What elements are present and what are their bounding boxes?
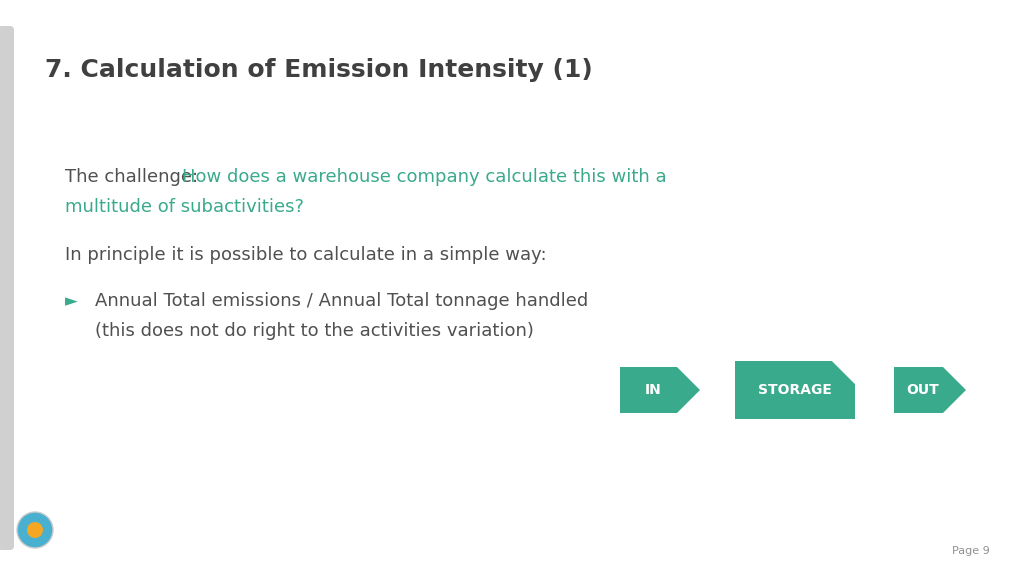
Circle shape [27,522,43,538]
Text: Annual Total emissions / Annual Total tonnage handled: Annual Total emissions / Annual Total to… [95,292,588,310]
Text: In principle it is possible to calculate in a simple way:: In principle it is possible to calculate… [65,246,547,264]
Text: (this does not do right to the activities variation): (this does not do right to the activitie… [95,322,534,340]
Circle shape [17,512,53,548]
Text: ►: ► [65,292,78,310]
Text: 7. Calculation of Emission Intensity (1): 7. Calculation of Emission Intensity (1) [45,58,593,82]
Polygon shape [735,361,855,419]
Text: Page 9: Page 9 [952,546,990,556]
Text: IN: IN [645,383,662,397]
Text: The challenge:: The challenge: [65,168,204,186]
Text: multitude of subactivities?: multitude of subactivities? [65,198,304,216]
FancyBboxPatch shape [0,26,14,550]
Text: OUT: OUT [906,383,939,397]
Text: How does a warehouse company calculate this with a: How does a warehouse company calculate t… [182,168,667,186]
Polygon shape [620,367,700,413]
Text: STORAGE: STORAGE [758,383,831,397]
Polygon shape [894,367,966,413]
